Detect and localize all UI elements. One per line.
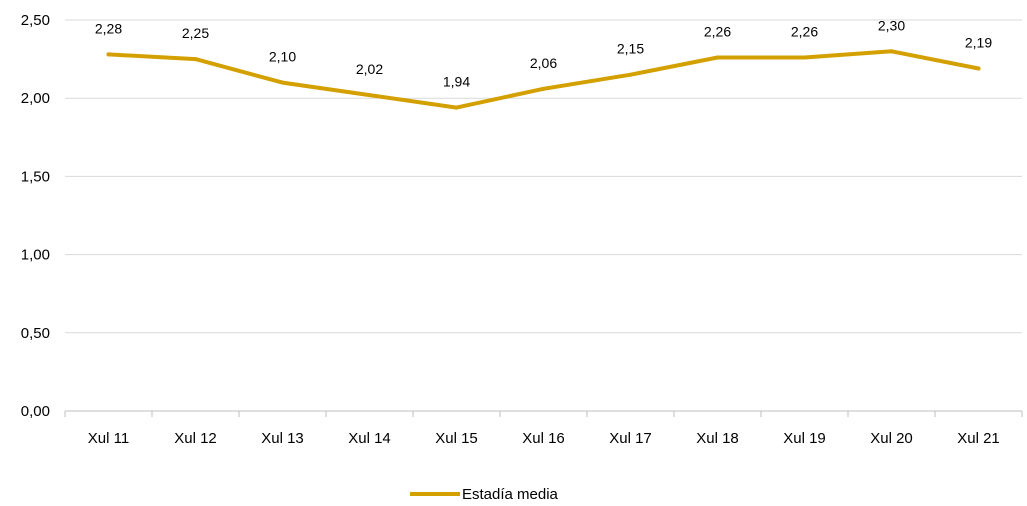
data-point [454, 105, 459, 110]
x-tick-label: Xul 21 [957, 430, 1000, 447]
data-point [715, 55, 720, 60]
data-point [280, 80, 285, 85]
legend: Estadía media [410, 486, 559, 503]
data-label: 2,28 [95, 20, 122, 36]
data-label: 2,02 [356, 61, 383, 77]
x-tick-label: Xul 12 [174, 430, 217, 447]
y-tick-label: 0,00 [21, 403, 50, 420]
data-labels: 2,28 2,25 2,10 2,02 1,94 2,06 2,15 2,26 2,26 2,30… [95, 17, 992, 89]
data-label: 2,06 [530, 55, 557, 71]
x-tick-label: Xul 20 [870, 430, 913, 447]
data-point [106, 52, 111, 57]
y-tick-label: 1,50 [21, 168, 50, 185]
x-tick-label: Xul 15 [435, 430, 478, 447]
legend-label-estadia-media: Estadía media [462, 486, 559, 503]
data-point [628, 72, 633, 77]
gridlines [65, 19, 1022, 334]
x-tick-label: Xul 18 [696, 430, 739, 447]
data-label: 2,26 [791, 24, 818, 40]
y-tick-label: 2,00 [21, 90, 50, 107]
data-point [541, 86, 546, 91]
data-point [976, 66, 981, 71]
data-label: 2,15 [617, 41, 644, 57]
x-tick-label: Xul 19 [783, 430, 826, 447]
data-point [889, 49, 894, 54]
y-axis: 0,00 0,50 1,00 1,50 2,00 2,50 [21, 12, 50, 420]
y-tick-label: 1,00 [21, 247, 50, 264]
data-point [367, 93, 372, 98]
x-tick-label: Xul 17 [609, 430, 652, 447]
data-point [802, 55, 807, 60]
data-label: 2,30 [878, 17, 905, 33]
data-label: 2,19 [965, 34, 992, 50]
data-point [193, 57, 198, 62]
x-tick-label: Xul 13 [261, 430, 304, 447]
y-tick-label: 0,50 [21, 325, 50, 342]
series-layer [106, 49, 981, 110]
x-tick-label: Xul 14 [348, 430, 391, 447]
x-tick-label: Xul 16 [522, 430, 565, 447]
x-tick-label: Xul 11 [88, 430, 129, 447]
data-label: 2,10 [269, 49, 296, 65]
y-tick-label: 2,50 [21, 12, 50, 29]
data-label: 2,26 [704, 24, 731, 40]
data-label: 2,25 [182, 25, 209, 41]
data-label: 1,94 [443, 74, 470, 90]
x-axis: Xul 11 Xul 12 Xul 13 Xul 14 Xul 15 Xul 16 Xul … [64, 410, 1023, 447]
